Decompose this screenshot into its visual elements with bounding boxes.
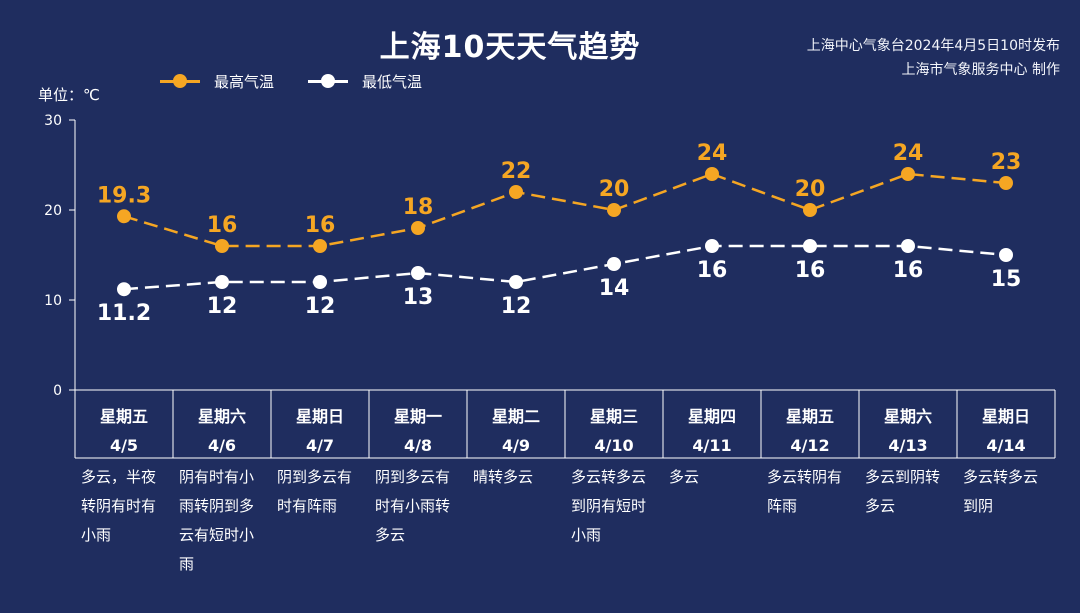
day-weekday-label: 星期三 <box>590 407 638 426</box>
low-temp-line <box>123 244 1007 291</box>
low-temp-point <box>901 239 915 253</box>
low-temp-point <box>705 239 719 253</box>
low-temp-point <box>803 239 817 253</box>
low-temp-point <box>215 275 229 289</box>
weather-condition-text: 阴到多云有时有小雨转多云 <box>375 468 451 544</box>
high-temp-label: 24 <box>893 141 924 166</box>
high-temp-point <box>901 167 915 181</box>
high-temp-label: 19.3 <box>97 183 151 208</box>
high-temp-label: 18 <box>403 195 434 220</box>
low-temp-label: 12 <box>305 294 336 319</box>
low-temp-label: 16 <box>795 258 826 283</box>
y-tick-label: 10 <box>44 293 62 309</box>
low-temp-point <box>999 248 1013 262</box>
high-temp-label: 22 <box>501 159 532 184</box>
y-tick-label: 0 <box>53 383 62 399</box>
legend-label-high: 最高气温 <box>214 72 275 91</box>
source-line-issuer: 上海中心气象台2024年4月5日10时发布 <box>806 38 1060 54</box>
day-weekday-label: 星期日 <box>982 407 1030 426</box>
high-temp-point <box>509 185 523 199</box>
high-temp-label: 24 <box>697 141 728 166</box>
low-temp-label: 11.2 <box>97 301 151 326</box>
high-temp-point <box>117 209 131 224</box>
day-date-label: 4/9 <box>502 436 530 455</box>
high-temp-point <box>607 203 621 217</box>
high-temp-label: 20 <box>599 177 630 202</box>
weather-condition-text: 阴到多云有时有阵雨 <box>277 468 353 515</box>
y-tick-label: 20 <box>44 203 62 219</box>
low-temp-label: 16 <box>697 258 728 283</box>
low-temp-point <box>607 257 621 271</box>
weather-condition-text: 多云到阴转多云 <box>865 468 941 515</box>
high-temp-point <box>999 176 1013 190</box>
day-weekday-label: 星期五 <box>100 407 148 426</box>
legend-swatch-low <box>308 74 349 88</box>
low-temp-label: 12 <box>501 294 532 319</box>
weather-condition-text: 多云，半夜转阴有时有小雨 <box>81 468 157 544</box>
legend: 最高气温 最低气温 <box>160 70 456 92</box>
low-temp-point <box>509 275 523 289</box>
day-date-label: 4/14 <box>986 436 1025 455</box>
low-temp-label: 13 <box>403 285 434 310</box>
high-temp-point <box>411 221 425 235</box>
low-temp-label: 15 <box>991 267 1022 292</box>
day-date-label: 4/10 <box>594 436 633 455</box>
high-temp-line <box>123 172 1007 248</box>
high-temp-label: 23 <box>991 150 1022 175</box>
legend-swatch-high <box>160 74 200 88</box>
source-line-maker: 上海市气象服务中心 制作 <box>901 62 1060 78</box>
day-date-label: 4/6 <box>208 436 236 455</box>
day-weekday-label: 星期六 <box>884 407 932 426</box>
day-date-label: 4/7 <box>306 436 334 455</box>
weather-condition-text: 多云 <box>669 468 700 486</box>
low-temp-point <box>411 266 425 280</box>
day-date-label: 4/13 <box>888 436 927 455</box>
day-weekday-label: 星期四 <box>688 407 736 426</box>
legend-item-high: 最高气温 <box>160 71 274 92</box>
day-weekday-label: 星期一 <box>394 407 442 426</box>
high-temp-point <box>803 203 817 217</box>
day-date-label: 4/12 <box>790 436 829 455</box>
low-temp-label: 14 <box>599 276 630 301</box>
chart-title: 上海10天天气趋势 <box>379 30 641 65</box>
low-temp-point <box>313 275 327 289</box>
high-temp-label: 16 <box>207 213 238 238</box>
high-temp-point <box>215 239 229 253</box>
legend-label-low: 最低气温 <box>362 72 423 91</box>
day-weekday-label: 星期六 <box>198 407 246 426</box>
high-temp-point <box>705 167 719 181</box>
day-date-label: 4/8 <box>404 436 432 455</box>
day-weekday-label: 星期二 <box>492 407 540 426</box>
weather-condition-text: 多云转多云到阴有短时小雨 <box>571 468 647 544</box>
low-temp-label: 12 <box>207 294 238 319</box>
low-temp-point <box>117 282 131 297</box>
high-temp-point <box>313 239 327 253</box>
source-info: 上海中心气象台2024年4月5日10时发布 上海市气象服务中心 制作 <box>807 34 1060 82</box>
day-date-label: 4/5 <box>110 436 138 455</box>
high-temp-label: 20 <box>795 177 826 202</box>
weather-condition-text: 阴有时有小雨转阴到多云有短时小雨 <box>179 468 255 573</box>
day-weekday-label: 星期五 <box>786 407 834 426</box>
unit-label: 单位：℃ <box>38 86 100 104</box>
weather-condition-text: 多云转阴有阵雨 <box>767 468 843 515</box>
legend-item-low: 最低气温 <box>308 71 422 92</box>
low-temp-label: 16 <box>893 258 924 283</box>
weather-condition-text: 多云转多云到阴 <box>963 468 1039 515</box>
y-tick-label: 30 <box>44 113 62 129</box>
weather-condition-text: 晴转多云 <box>473 468 534 486</box>
day-date-label: 4/11 <box>692 436 731 455</box>
day-weekday-label: 星期日 <box>296 407 344 426</box>
high-temp-label: 16 <box>305 213 336 238</box>
